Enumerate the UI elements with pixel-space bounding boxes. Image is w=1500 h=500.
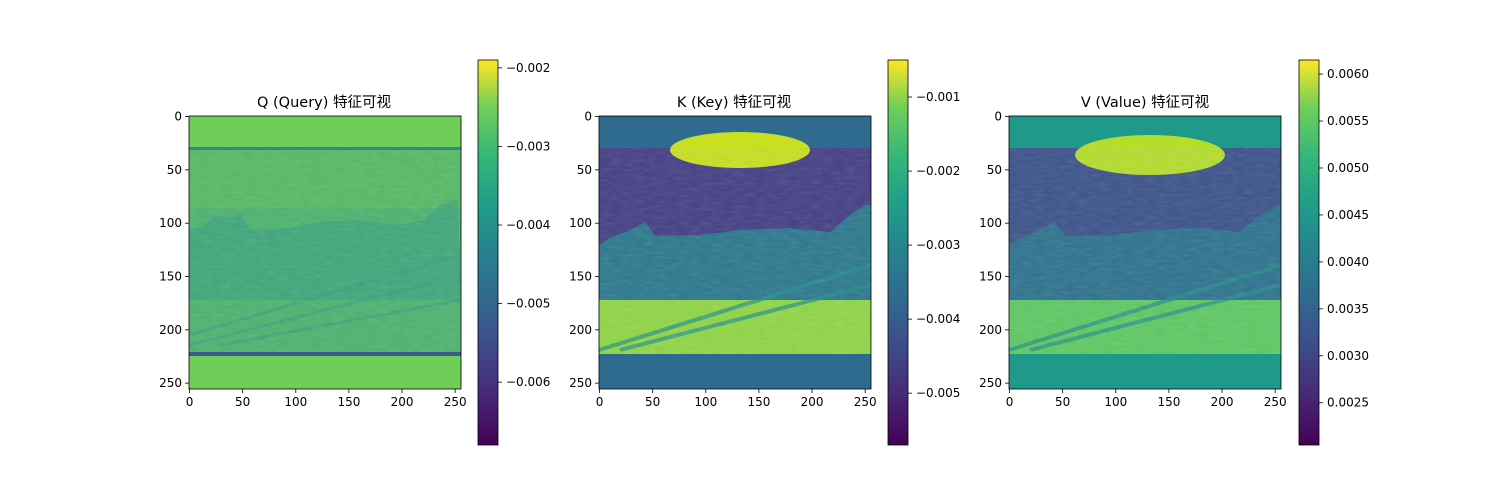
- grain-v: [1009, 148, 1281, 354]
- y-tick-label: 50: [987, 163, 1002, 177]
- axes-frame-q: [188, 115, 462, 390]
- padding-top-q: [189, 116, 461, 148]
- colorbar-tick-label: 0.0060: [1327, 67, 1369, 81]
- x-tick-label: 0: [1006, 395, 1014, 409]
- heatmap-k: [598, 116, 872, 389]
- chart-title-v: V (Value) 特征可视: [1081, 94, 1209, 111]
- x-tick-label: 100: [1104, 395, 1127, 409]
- colorbar-tick-label: −0.001: [916, 90, 960, 104]
- y-tick-label: 250: [979, 376, 1002, 390]
- y-tick-label: 0: [584, 110, 592, 124]
- x-tick-label: 100: [284, 395, 307, 409]
- y-tick-label: 150: [569, 269, 592, 283]
- grain-q: [189, 148, 461, 354]
- y-tick-label: 100: [159, 216, 182, 230]
- colorbar-tick-label: −0.004: [916, 312, 960, 326]
- y-ticks-q: 0 50 100 150 200 250: [159, 110, 189, 390]
- colorbar-tick-label: −0.004: [506, 218, 550, 232]
- colorbar-tick-label: 0.0040: [1327, 255, 1369, 269]
- x-tick-label: 200: [391, 395, 414, 409]
- y-tick-label: 200: [569, 323, 592, 337]
- y-tick-label: 250: [159, 376, 182, 390]
- colorbar-tick-label: 0.0050: [1327, 161, 1369, 175]
- padding-bottom-v: [1009, 354, 1281, 389]
- grain-k: [599, 148, 871, 354]
- colorbar-tick-label: −0.005: [506, 297, 550, 311]
- colorbar-tick-label: 0.0045: [1327, 208, 1369, 222]
- y-tick-label: 200: [159, 323, 182, 337]
- x-tick-label: 250: [854, 395, 877, 409]
- colorbar-ticks-k: −0.001 −0.002 −0.003 −0.004 −0.005: [908, 90, 960, 400]
- axes-frame-v: [1008, 115, 1282, 390]
- x-tick-label: 200: [1211, 395, 1234, 409]
- colorbar-tick-label: −0.003: [916, 238, 960, 252]
- colorbar-tick-label: −0.002: [506, 61, 550, 75]
- colorbar-tick-label: 0.0035: [1327, 302, 1369, 316]
- chart-title-k: K (Key) 特征可视: [677, 94, 791, 111]
- y-tick-label: 250: [569, 376, 592, 390]
- separator-bottom-q: [189, 352, 461, 356]
- axes-frame-k: [598, 115, 872, 390]
- colorbar-tick-label: 0.0025: [1327, 396, 1369, 410]
- x-tick-label: 200: [801, 395, 824, 409]
- padding-bottom-k: [599, 354, 871, 389]
- heatmap-q: [188, 116, 462, 389]
- x-tick-label: 250: [444, 395, 467, 409]
- y-tick-label: 50: [167, 163, 182, 177]
- x-tick-label: 150: [747, 395, 770, 409]
- y-ticks-v: 0 50 100 150 200 250: [979, 110, 1009, 390]
- x-tick-label: 250: [1264, 395, 1287, 409]
- padding-bottom-q: [189, 356, 461, 389]
- panel-k: K (Key) 特征可视 0 50 100 150 200 250 0 50 100 150 20…: [569, 59, 960, 446]
- x-tick-label: 50: [1055, 395, 1070, 409]
- y-tick-label: 150: [979, 269, 1002, 283]
- separator-top-q: [189, 147, 461, 150]
- y-tick-label: 100: [979, 216, 1002, 230]
- y-tick-label: 0: [994, 110, 1002, 124]
- x-tick-label: 0: [186, 395, 194, 409]
- colorbar-tick-label: −0.005: [916, 386, 960, 400]
- chart-title-q: Q (Query) 特征可视: [257, 94, 391, 111]
- x-ticks-v: 0 50 100 150 200 250: [1006, 389, 1287, 409]
- heatmap-v: [1008, 116, 1282, 389]
- y-tick-label: 50: [577, 163, 592, 177]
- colorbar-tick-label: 0.0030: [1327, 349, 1369, 363]
- y-tick-label: 0: [174, 110, 182, 124]
- x-tick-label: 50: [645, 395, 660, 409]
- y-tick-label: 150: [159, 269, 182, 283]
- x-tick-label: 150: [1157, 395, 1180, 409]
- colorbar-tick-label: −0.003: [506, 139, 550, 153]
- colorbar-v: [1298, 59, 1320, 446]
- panel-v: V (Value) 特征可视 0 50 100 150 200 250 0 50 100 150…: [979, 59, 1369, 446]
- y-tick-label: 200: [979, 323, 1002, 337]
- colorbar-tick-label: −0.002: [916, 164, 960, 178]
- colorbar-q: [477, 59, 499, 446]
- y-tick-label: 100: [569, 216, 592, 230]
- colorbar-k: [887, 59, 909, 446]
- x-ticks-k: 0 50 100 150 200 250: [596, 389, 877, 409]
- x-tick-label: 100: [694, 395, 717, 409]
- colorbar-tick-label: 0.0055: [1327, 114, 1369, 128]
- colorbar-tick-label: −0.006: [506, 375, 550, 389]
- panel-q: Q (Query) 特征可视 0 50 100 150 200 250 0 50 100 150…: [159, 59, 550, 446]
- x-tick-label: 0: [596, 395, 604, 409]
- colorbar-ticks-q: −0.002 −0.003 −0.004 −0.005 −0.006: [498, 61, 550, 389]
- x-tick-label: 50: [235, 395, 250, 409]
- y-ticks-k: 0 50 100 150 200 250: [569, 110, 599, 390]
- x-ticks-q: 0 50 100 150 200 250: [186, 389, 467, 409]
- colorbar-ticks-v: 0.0060 0.0055 0.0050 0.0045 0.0040 0.0035 0.00…: [1319, 67, 1369, 410]
- x-tick-label: 150: [337, 395, 360, 409]
